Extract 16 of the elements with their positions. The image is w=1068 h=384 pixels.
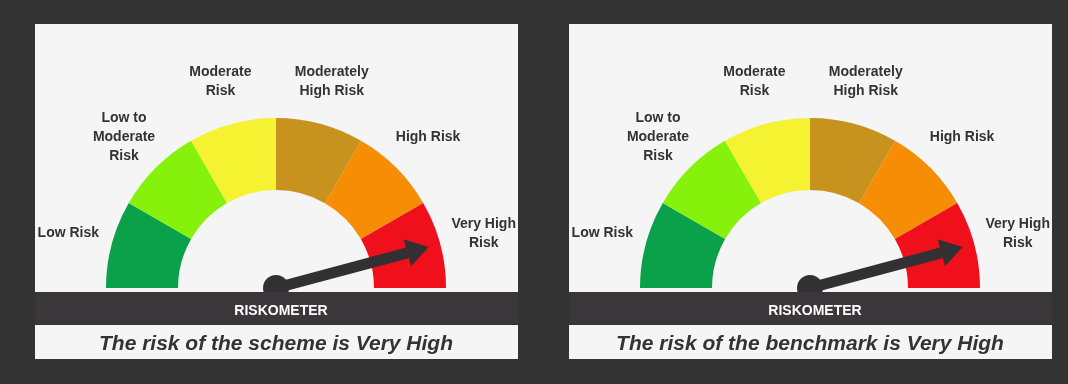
slice-label: Moderately High Risk [828, 62, 903, 98]
slice-label: Very High Risk [451, 214, 516, 250]
slice-label: Moderate Risk [723, 62, 786, 98]
slice-label: High Risk [395, 128, 461, 145]
text: RISKOMETER [234, 302, 328, 318]
text: The risk of the scheme is Very High [98, 330, 454, 354]
slice-label: Very High Risk [985, 214, 1050, 250]
slice-label: Low to Moderate Risk [626, 108, 690, 163]
slice-label: Moderately High Risk [294, 62, 369, 98]
text: RISKOMETER [768, 302, 862, 318]
slice-label: Low to Moderate Risk [92, 108, 156, 163]
slice-label: High Risk [929, 128, 995, 145]
slice-label: Moderate Risk [189, 62, 252, 98]
text: The risk of the benchmark is Very High [616, 330, 1004, 354]
slice-label: Low Risk [571, 224, 634, 241]
slice-label: Low Risk [37, 224, 100, 241]
